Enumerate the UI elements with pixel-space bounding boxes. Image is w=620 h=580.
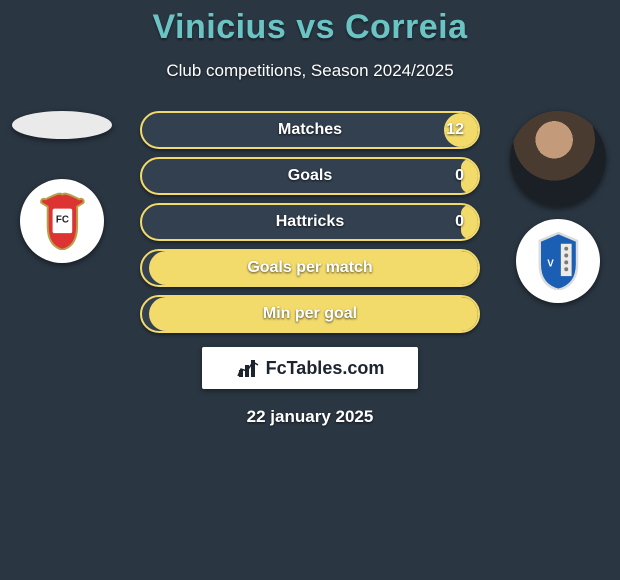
shield-icon: V bbox=[529, 232, 588, 291]
shield-icon: FC bbox=[33, 192, 92, 251]
header: Vinicius vs Correia Club competitions, S… bbox=[0, 0, 620, 81]
bar-label: Matches bbox=[142, 113, 478, 147]
stat-bar: Matches12 bbox=[140, 111, 480, 149]
bar-value-right: 12 bbox=[432, 113, 478, 147]
bar-label: Hattricks bbox=[142, 205, 478, 239]
left-column: FC bbox=[12, 111, 112, 263]
subtitle: Club competitions, Season 2024/2025 bbox=[0, 61, 620, 81]
bar-chart-icon bbox=[236, 356, 260, 380]
club-badge-left: FC bbox=[20, 179, 104, 263]
date-text: 22 january 2025 bbox=[0, 407, 620, 427]
bar-label: Goals bbox=[142, 159, 478, 193]
branding-text: FcTables.com bbox=[266, 358, 385, 379]
page-title: Vinicius vs Correia bbox=[0, 8, 620, 47]
player-photo-left bbox=[12, 111, 112, 139]
stat-bar: Goals0 bbox=[140, 157, 480, 195]
bar-value-right: 0 bbox=[441, 159, 478, 193]
bar-label: Min per goal bbox=[142, 297, 478, 331]
right-column: V bbox=[508, 111, 608, 303]
player-photo-right bbox=[510, 111, 606, 207]
comparison-content: FC V Matches12Goals0Hattricks0Goals per … bbox=[0, 111, 620, 427]
title-player1: Vinicius bbox=[152, 8, 286, 46]
bar-label: Goals per match bbox=[142, 251, 478, 285]
svg-text:FC: FC bbox=[55, 214, 68, 225]
stat-bar: Hattricks0 bbox=[140, 203, 480, 241]
stat-bar: Min per goal bbox=[140, 295, 480, 333]
branding-badge: FcTables.com bbox=[202, 347, 418, 389]
title-player2: Correia bbox=[345, 8, 468, 46]
club-badge-right: V bbox=[516, 219, 600, 303]
svg-text:V: V bbox=[547, 258, 554, 269]
bar-value-right: 0 bbox=[441, 205, 478, 239]
comparison-bars: Matches12Goals0Hattricks0Goals per match… bbox=[140, 111, 480, 333]
title-vs: vs bbox=[296, 8, 335, 46]
stat-bar: Goals per match bbox=[140, 249, 480, 287]
